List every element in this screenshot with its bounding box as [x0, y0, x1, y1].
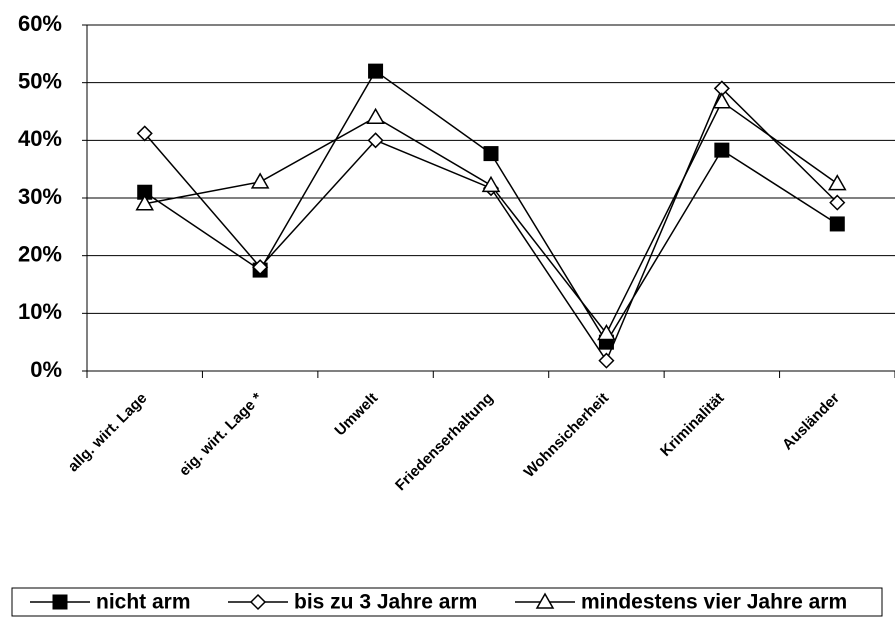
x-tick-label: Friedenserhaltung: [392, 390, 497, 495]
marker: [366, 107, 385, 125]
series-line: [144, 70, 838, 344]
y-tick-label: 0%: [30, 357, 62, 382]
legend-label: bis zu 3 Jahre arm: [294, 591, 477, 614]
marker: [535, 592, 555, 609]
marker: [367, 132, 384, 149]
y-tick-label: 50%: [18, 68, 62, 93]
marker: [52, 594, 68, 610]
marker: [252, 259, 269, 276]
y-tick-label: 40%: [18, 126, 62, 151]
marker: [368, 63, 384, 79]
x-tick-label: Kriminalität: [657, 390, 727, 460]
legend-label: mindestens vier Jahre arm: [581, 591, 847, 614]
series-line: [144, 100, 838, 335]
marker: [135, 194, 155, 211]
marker: [249, 593, 267, 611]
y-tick-label: 30%: [18, 184, 62, 209]
legend: nicht arm bis zu 3 Jahre arm mindestens vi…: [11, 587, 883, 617]
y-tick-label: 20%: [18, 241, 62, 266]
x-tick-label: eig. wirt. Lage *: [176, 390, 266, 480]
marker: [136, 125, 153, 142]
y-tick-label: 60%: [18, 11, 62, 36]
marker: [597, 324, 616, 341]
marker: [598, 352, 615, 369]
marker: [827, 174, 847, 191]
marker: [829, 194, 846, 211]
marker: [483, 146, 499, 162]
x-tick-label: Ausländer: [779, 390, 843, 454]
marker: [714, 142, 730, 158]
marker: [829, 216, 845, 232]
marker: [712, 92, 732, 109]
x-tick-label: Umwelt: [331, 390, 381, 440]
marker: [481, 175, 501, 193]
legend-box: [11, 587, 883, 617]
legend-label: nicht arm: [96, 591, 191, 614]
y-tick-label: 10%: [18, 299, 62, 324]
marker: [250, 172, 270, 189]
x-tick-label: Wohnsicherheit: [521, 390, 612, 481]
x-tick-label: allg. wirt. Lage: [65, 390, 151, 476]
series-line: [144, 87, 838, 363]
